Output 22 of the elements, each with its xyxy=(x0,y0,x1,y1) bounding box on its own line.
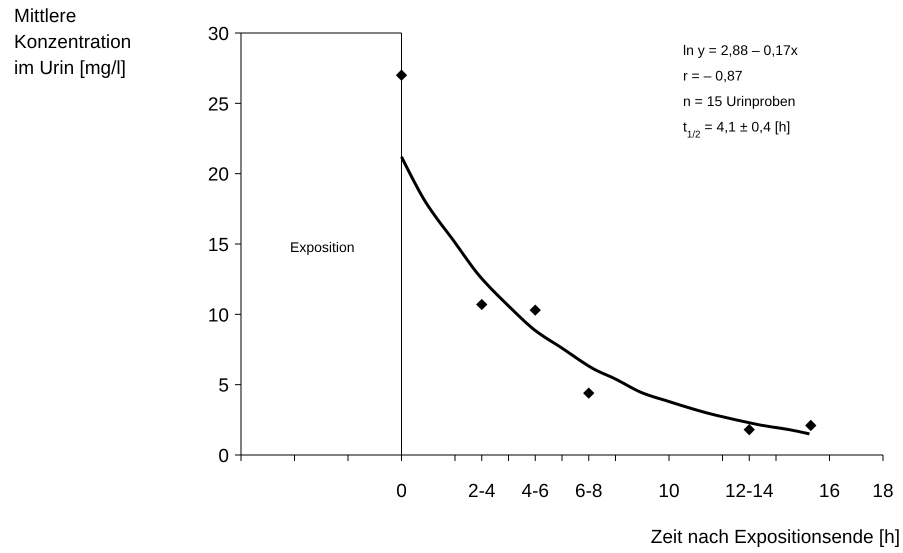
y-tick-label: 5 xyxy=(218,376,229,397)
x-tick-label: 10 xyxy=(658,481,680,502)
annotation: n = 15 Urinproben xyxy=(683,93,796,109)
annotation: t$_{1/2}$ = 4,1 ± 0,4 [h] xyxy=(683,118,790,140)
annotation: Exposition xyxy=(290,239,355,255)
y-tick-label: 25 xyxy=(208,94,229,116)
x-tick-label: 16 xyxy=(818,481,840,502)
annotation: ln y = 2,88 – 0,17x xyxy=(683,42,798,58)
x-tick-label: 6-8 xyxy=(575,481,602,502)
y-tick-label: 20 xyxy=(208,164,229,186)
x-tick-label: 12-14 xyxy=(724,481,774,502)
annotation: r = – 0,87 xyxy=(683,68,743,84)
x-tick-label: 4-6 xyxy=(522,481,549,502)
y-tick-label: 30 xyxy=(208,24,229,45)
x-tick-label: 0 xyxy=(396,481,407,502)
x-axis-title: Zeit nach Expositionsende [h] xyxy=(650,527,900,548)
y-tick-label: 10 xyxy=(208,305,229,326)
x-tick-label: 18 xyxy=(872,481,894,502)
x-tick-label: 2-4 xyxy=(468,481,496,502)
y-tick-label: 0 xyxy=(218,446,229,467)
y-tick-label: 15 xyxy=(208,235,229,256)
y-axis-title: Mittlere Konzentration im Urin [mg/l] xyxy=(14,6,132,79)
